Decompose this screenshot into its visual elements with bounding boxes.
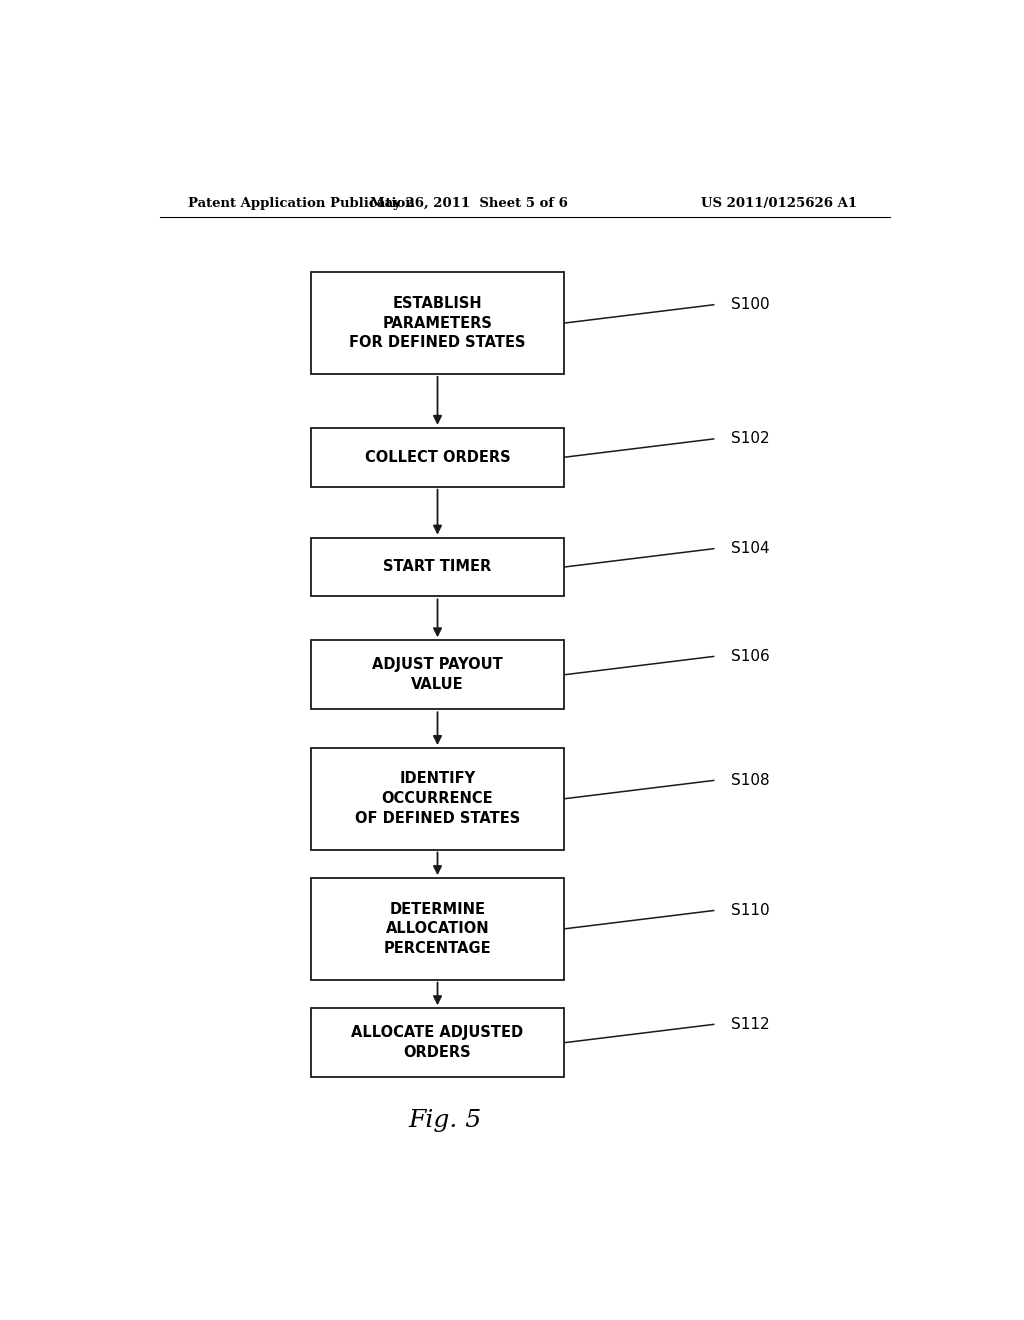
Text: ALLOCATE ADJUSTED
ORDERS: ALLOCATE ADJUSTED ORDERS (351, 1026, 523, 1060)
Text: US 2011/0125626 A1: US 2011/0125626 A1 (700, 197, 857, 210)
Text: S100: S100 (731, 297, 770, 313)
Text: S104: S104 (731, 541, 770, 556)
Bar (310, 640, 564, 709)
Bar (310, 537, 564, 597)
Bar (310, 748, 564, 850)
Text: COLLECT ORDERS: COLLECT ORDERS (365, 450, 510, 465)
Text: Patent Application Publication: Patent Application Publication (187, 197, 415, 210)
Bar (310, 428, 564, 487)
Bar (310, 1008, 564, 1077)
Bar (310, 878, 564, 979)
Text: S110: S110 (731, 903, 770, 917)
Text: S106: S106 (731, 649, 770, 664)
Text: May 26, 2011  Sheet 5 of 6: May 26, 2011 Sheet 5 of 6 (371, 197, 568, 210)
Text: S108: S108 (731, 774, 770, 788)
Text: START TIMER: START TIMER (383, 560, 492, 574)
Text: S102: S102 (731, 432, 770, 446)
Text: Fig. 5: Fig. 5 (409, 1109, 482, 1133)
Bar (310, 272, 564, 374)
Text: IDENTIFY
OCCURRENCE
OF DEFINED STATES: IDENTIFY OCCURRENCE OF DEFINED STATES (355, 771, 520, 826)
Text: ESTABLISH
PARAMETERS
FOR DEFINED STATES: ESTABLISH PARAMETERS FOR DEFINED STATES (349, 296, 525, 350)
Text: S112: S112 (731, 1016, 770, 1032)
Text: ADJUST PAYOUT
VALUE: ADJUST PAYOUT VALUE (372, 657, 503, 692)
Text: DETERMINE
ALLOCATION
PERCENTAGE: DETERMINE ALLOCATION PERCENTAGE (384, 902, 492, 956)
